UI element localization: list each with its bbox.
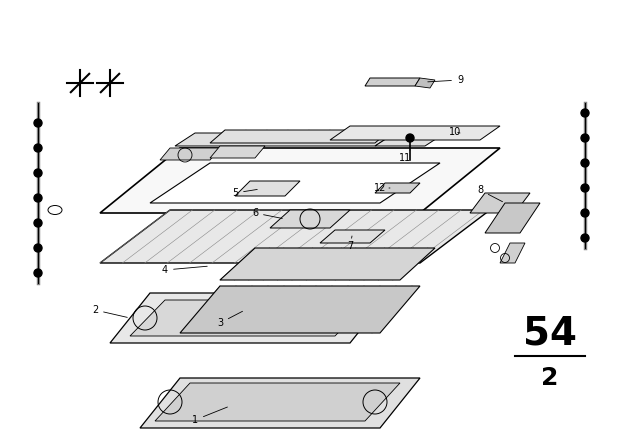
Text: 6: 6 xyxy=(252,208,282,219)
Text: 4: 4 xyxy=(162,265,207,275)
Circle shape xyxy=(34,194,42,202)
Polygon shape xyxy=(485,203,540,233)
Polygon shape xyxy=(180,286,420,333)
Polygon shape xyxy=(375,133,445,146)
Polygon shape xyxy=(415,78,435,88)
Polygon shape xyxy=(175,133,395,146)
Text: 9: 9 xyxy=(428,75,463,85)
Text: 2: 2 xyxy=(92,305,127,317)
Circle shape xyxy=(581,184,589,192)
Polygon shape xyxy=(470,193,530,213)
Polygon shape xyxy=(235,181,300,196)
Circle shape xyxy=(34,119,42,127)
Polygon shape xyxy=(100,210,490,263)
Polygon shape xyxy=(330,126,500,140)
Polygon shape xyxy=(375,183,420,193)
Text: 2: 2 xyxy=(541,366,559,390)
Circle shape xyxy=(34,219,42,227)
Circle shape xyxy=(581,109,589,117)
Polygon shape xyxy=(270,210,350,228)
Circle shape xyxy=(581,134,589,142)
Text: 3: 3 xyxy=(217,311,243,328)
Text: 8: 8 xyxy=(477,185,502,202)
Polygon shape xyxy=(140,378,420,428)
Text: 11: 11 xyxy=(399,150,411,163)
Circle shape xyxy=(406,134,414,142)
Text: 1: 1 xyxy=(192,407,227,425)
Circle shape xyxy=(34,269,42,277)
Text: 12: 12 xyxy=(374,183,390,193)
Polygon shape xyxy=(130,300,370,336)
Polygon shape xyxy=(210,146,265,158)
Polygon shape xyxy=(100,148,500,213)
Circle shape xyxy=(581,159,589,167)
Polygon shape xyxy=(160,148,220,160)
Polygon shape xyxy=(150,163,440,203)
Text: 54: 54 xyxy=(523,314,577,352)
Text: 10: 10 xyxy=(449,127,461,137)
Polygon shape xyxy=(155,383,400,421)
Polygon shape xyxy=(320,230,385,243)
Polygon shape xyxy=(220,248,435,280)
Circle shape xyxy=(34,169,42,177)
Text: 7: 7 xyxy=(347,236,353,251)
Polygon shape xyxy=(365,78,420,86)
Text: 5: 5 xyxy=(232,188,257,198)
Circle shape xyxy=(581,234,589,242)
Polygon shape xyxy=(210,130,390,143)
Polygon shape xyxy=(110,293,390,343)
Polygon shape xyxy=(500,243,525,263)
Circle shape xyxy=(581,209,589,217)
Circle shape xyxy=(34,144,42,152)
Circle shape xyxy=(34,244,42,252)
